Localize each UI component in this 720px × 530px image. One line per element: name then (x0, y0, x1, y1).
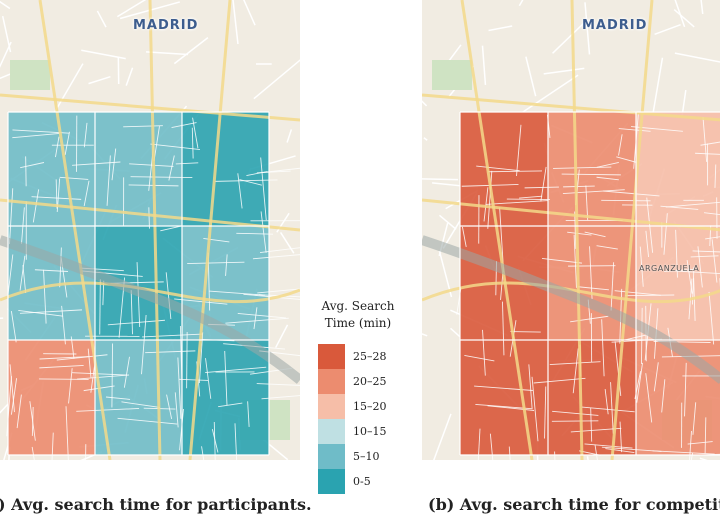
street (675, 53, 720, 64)
grid-cell (95, 112, 182, 226)
caption-participants: ) Avg. search time for participants. (0, 495, 312, 514)
street (519, 0, 544, 6)
legend-rows: 25–28 20–25 15–20 10–15 5–10 0-5 (318, 344, 398, 494)
street (510, 332, 540, 333)
legend-label: 15–20 (353, 400, 387, 413)
legend-title-line1: Avg. Search (318, 298, 398, 315)
legend-swatch (318, 344, 345, 369)
legend-item: 15–20 (318, 394, 398, 419)
street (587, 456, 596, 460)
map-canvas-participants (0, 0, 300, 460)
street (655, 25, 681, 35)
street (149, 207, 150, 228)
street (422, 317, 427, 335)
grid-cell (182, 112, 269, 226)
street (482, 46, 485, 85)
street (700, 458, 720, 460)
legend-label: 5–10 (353, 450, 380, 463)
street (54, 64, 83, 114)
street (276, 325, 288, 348)
legend-label: 25–28 (353, 350, 387, 363)
street (231, 0, 238, 44)
street (238, 0, 255, 25)
street (89, 77, 111, 84)
street (424, 138, 427, 140)
legend-swatch (318, 444, 345, 469)
legend-swatch (318, 369, 345, 394)
city-label-madrid: MADRID (582, 18, 647, 33)
legend-swatch (318, 394, 345, 419)
street (97, 11, 106, 27)
street (0, 74, 11, 95)
caption-competitors: (b) Avg. search time for competito (428, 495, 720, 514)
street (697, 0, 702, 14)
legend: Avg. Search Time (min) 25–28 20–25 15–20 10… (318, 298, 398, 494)
map-canvas-competitors (422, 0, 720, 460)
street (0, 0, 10, 8)
street (81, 50, 125, 58)
street (287, 129, 291, 142)
district-label-arganzuela: ARGANZUELA (639, 264, 699, 273)
legend-item: 5–10 (318, 444, 398, 469)
street (422, 72, 427, 105)
legend-swatch (318, 469, 345, 494)
legend-item: 20–25 (318, 369, 398, 394)
park-area (432, 60, 472, 90)
legend-item: 0-5 (318, 469, 398, 494)
street (100, 279, 101, 334)
street (526, 57, 536, 96)
legend-label: 20–25 (353, 375, 387, 388)
legend-label: 10–15 (353, 425, 387, 438)
street (254, 51, 300, 98)
map-panel-participants: MADRID (0, 0, 300, 460)
city-label-madrid: MADRID (133, 18, 198, 33)
street (544, 68, 585, 74)
street (653, 58, 662, 114)
street (489, 26, 513, 30)
street (126, 68, 132, 86)
street (439, 215, 456, 229)
legend-title: Avg. Search Time (min) (318, 298, 398, 332)
street (429, 414, 451, 460)
street (174, 38, 208, 64)
map-panel-competitors: MADRID ARGANZUELA (422, 0, 720, 460)
legend-item: 25–28 (318, 344, 398, 369)
legend-label: 0-5 (353, 475, 371, 488)
park-area (10, 60, 50, 90)
street (422, 179, 458, 180)
street (507, 199, 550, 200)
legend-swatch (318, 419, 345, 444)
legend-title-line2: Time (min) (318, 315, 398, 332)
legend-item: 10–15 (318, 419, 398, 444)
